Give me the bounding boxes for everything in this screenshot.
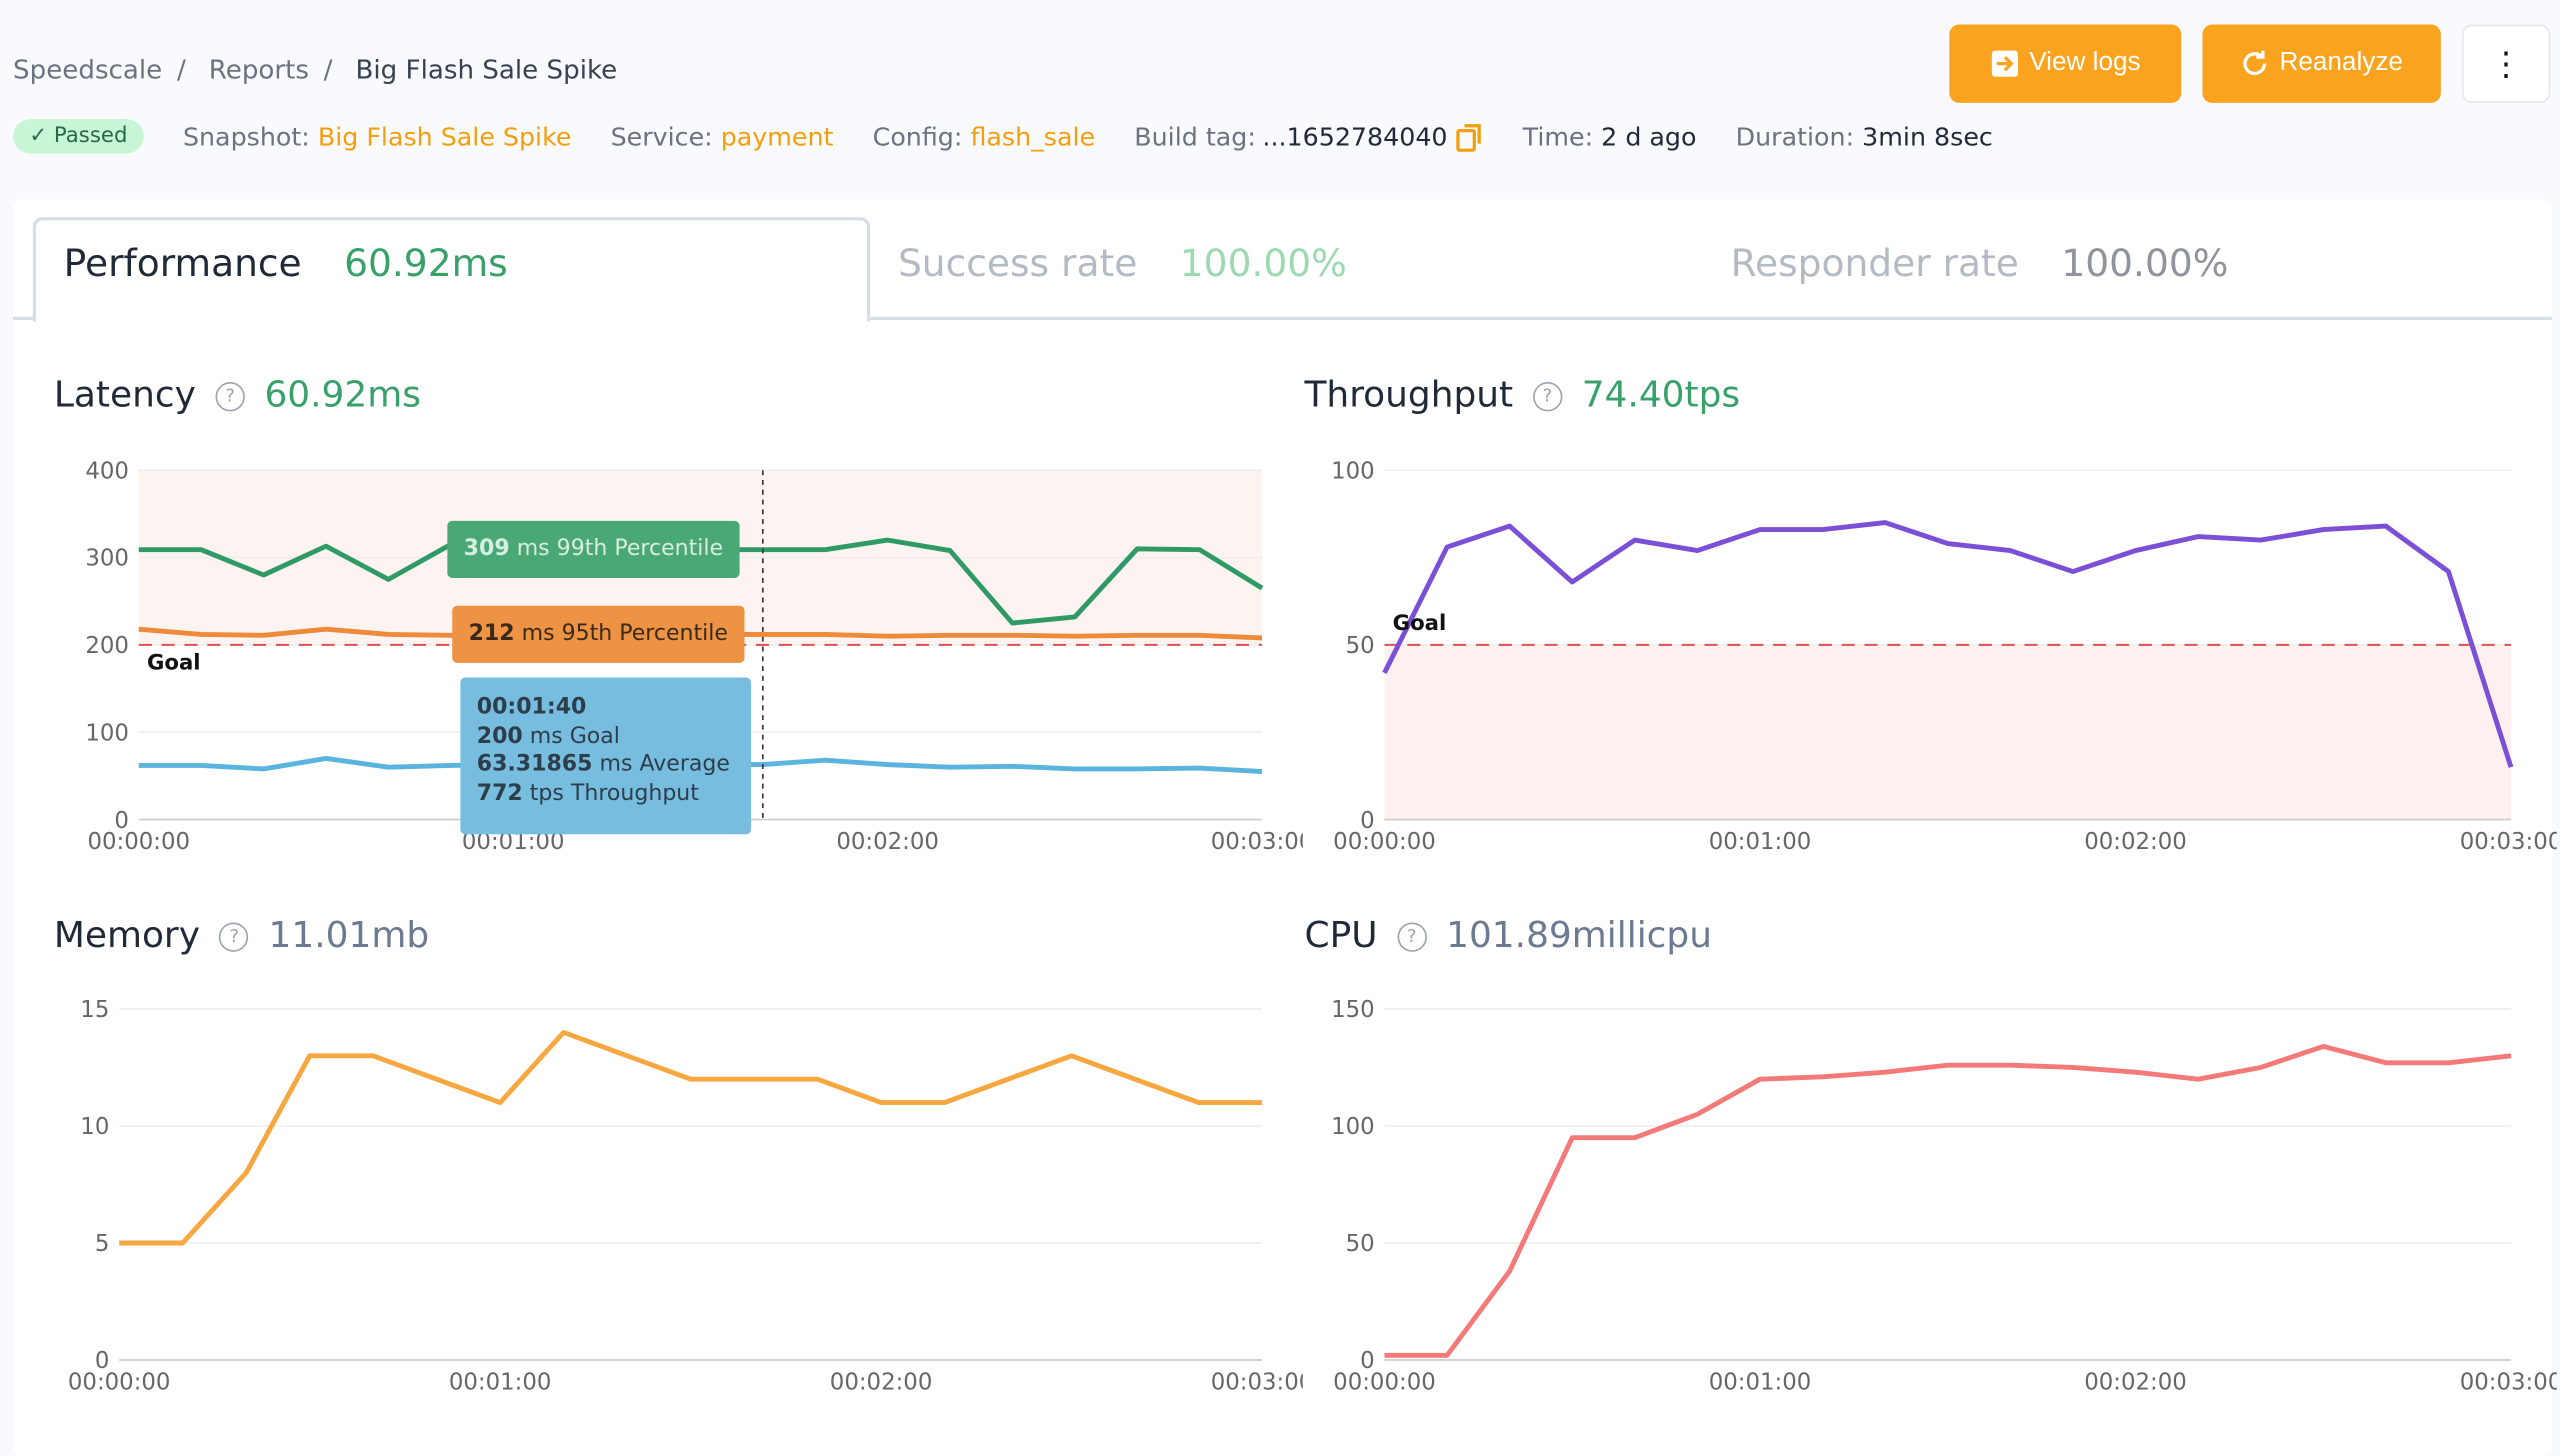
reanalyze-button[interactable]: Reanalyze (2202, 24, 2441, 103)
series-line-memory (119, 1029, 1263, 1246)
report-meta: ✓ Passed Snapshot: Big Flash Sale Spike … (13, 119, 1993, 154)
breadcrumb-current: Big Flash Sale Spike (355, 53, 618, 85)
series-line-throughput (1382, 520, 2514, 768)
y-tick-label: 50 (1346, 633, 1375, 659)
x-tick-label: 00:00:00 (1333, 829, 1436, 855)
duration-value: 3min 8sec (1862, 121, 1993, 152)
view-logs-button[interactable]: View logs (1949, 24, 2182, 103)
series-line-cpu (1384, 1043, 2512, 1358)
y-tick-label: 10 (80, 1114, 109, 1140)
cpu-title: CPU? 101.89millicpu (1304, 915, 1713, 957)
x-tick-label: 00:02:00 (830, 1369, 933, 1395)
x-tick-label: 00:03:00 (2460, 1369, 2560, 1395)
y-tick-label: 100 (85, 720, 129, 746)
y-tick-label: 0 (1360, 808, 1375, 834)
throughput-title: Throughput? 74.40tps (1304, 375, 1741, 417)
config-link[interactable]: flash_sale (970, 121, 1096, 152)
chart-throughput: 0 50 100 00:00:00 00:01:00 00:02:00 00:03:00 (1331, 458, 2560, 855)
status-badge: ✓ Passed (13, 119, 144, 154)
x-tick-label: 00:00:00 (1333, 1369, 1436, 1395)
y-tick-label: 0 (114, 808, 129, 834)
tab-success-rate[interactable]: Success rate 100.00% (897, 243, 1347, 286)
x-tick-label: 00:03:00 (2460, 829, 2560, 855)
tab-performance[interactable] (32, 217, 871, 322)
breadcrumb-reports[interactable]: Reports (208, 53, 309, 85)
goal-violation-zone (1384, 644, 2512, 820)
y-tick-label: 100 (1331, 1114, 1375, 1140)
refresh-icon (2243, 50, 2267, 76)
build-tag: ...1652784040 (1262, 121, 1448, 152)
more-options-button[interactable]: ⋮ (2462, 24, 2551, 103)
log-in-icon (1991, 50, 2018, 77)
help-icon[interactable]: ? (219, 921, 249, 952)
help-icon[interactable]: ? (215, 381, 245, 411)
x-tick-label: 00:01:00 (1709, 1369, 1812, 1395)
y-tick-label: 50 (1346, 1231, 1375, 1257)
tooltip-p95: 212 ms 95th Percentile (452, 605, 745, 663)
memory-title: Memory? 11.01mb (53, 915, 430, 957)
y-tick-label: 0 (1360, 1348, 1375, 1374)
breadcrumb: Speedscale / Reports / Big Flash Sale Spik… (13, 53, 618, 85)
tooltip-summary: 00:01:40 200 ms Goal 63.31865 ms Average… (460, 677, 752, 835)
chart-memory: 0 5 10 15 00:00:00 00:01:00 00:02:00 00:03:00 (68, 997, 1314, 1395)
x-tick-label: 00:01:00 (449, 1369, 552, 1395)
throughput-goal-label: Goal (1392, 612, 1447, 637)
help-icon[interactable]: ? (1532, 381, 1563, 411)
y-tick-label: 300 (85, 546, 129, 572)
vertical-ellipsis-icon: ⋮ (2489, 46, 2523, 83)
y-tick-label: 100 (1331, 458, 1375, 484)
x-tick-label: 00:02:00 (2084, 1369, 2187, 1395)
x-tick-label: 00:00:00 (87, 829, 190, 855)
copy-icon[interactable] (1454, 122, 1483, 152)
y-tick-label: 0 (95, 1348, 110, 1374)
y-tick-label: 150 (1331, 997, 1375, 1023)
x-tick-label: 00:03:00 (1211, 829, 1314, 855)
x-tick-label: 00:02:00 (2084, 829, 2187, 855)
latency-goal-label: Goal (146, 651, 201, 676)
chart-cpu: 0 50 100 150 00:00:00 00:01:00 00:02:00 00:03:0… (1331, 997, 2560, 1395)
x-tick-label: 00:00:00 (68, 1369, 171, 1395)
latency-title: Latency? 60.92ms (53, 375, 421, 417)
x-tick-label: 00:01:00 (1709, 829, 1812, 855)
breadcrumb-speedscale[interactable]: Speedscale (13, 53, 163, 85)
tab-divider (13, 316, 2552, 320)
tooltip-p99: 309 ms 99th Percentile (447, 520, 740, 578)
report-card (13, 199, 2552, 1456)
tab-responder-rate[interactable]: Responder rate 100.00% (1730, 243, 2229, 286)
y-tick-label: 200 (85, 633, 129, 659)
y-tick-label: 400 (85, 458, 129, 484)
x-tick-label: 00:02:00 (836, 829, 939, 855)
y-tick-label: 15 (80, 997, 109, 1023)
help-icon[interactable]: ? (1397, 921, 1427, 952)
service-link[interactable]: payment (720, 121, 834, 152)
tab-performance-label[interactable]: Performance 60.92ms (63, 243, 508, 286)
x-tick-label: 00:03:00 (1211, 1369, 1314, 1395)
time-value: 2 d ago (1601, 121, 1697, 152)
y-tick-label: 5 (95, 1231, 110, 1257)
snapshot-link[interactable]: Big Flash Sale Spike (317, 121, 572, 152)
